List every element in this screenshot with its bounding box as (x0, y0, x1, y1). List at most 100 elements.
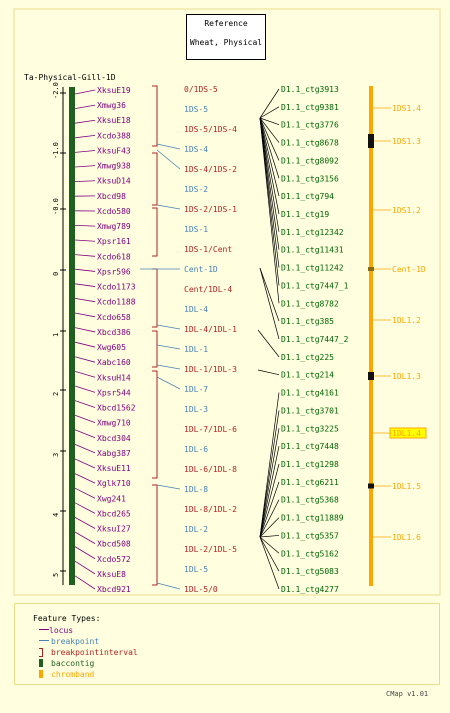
breakpoint-label[interactable]: Cent-1D (184, 265, 218, 274)
contig-label[interactable]: D1.1_ctg11431 (281, 246, 344, 255)
locus-label[interactable]: Xpsr544 (97, 388, 131, 397)
locus-label[interactable]: Xbcd1562 (97, 404, 136, 413)
contig-label[interactable]: D1.1_ctg3913 (281, 85, 339, 94)
locus-label[interactable]: Xpsr596 (97, 267, 131, 276)
contig-label[interactable]: D1.1_ctg8782 (281, 299, 339, 308)
locus-label[interactable]: XksuH14 (97, 373, 131, 382)
breakpoint-label[interactable]: 1DS-2 (184, 185, 208, 194)
locus-label[interactable]: XksuE11 (97, 464, 131, 473)
locus-label[interactable]: Xcdo1173 (97, 283, 136, 292)
contig-label[interactable]: D1.1_ctg3701 (281, 406, 339, 415)
contig-label[interactable]: D1.1_ctg7447_1 (281, 281, 349, 290)
locus-label[interactable]: Xcdo658 (97, 313, 131, 322)
physical-map-bar[interactable] (69, 87, 75, 585)
chromband-label[interactable]: 1DL1.4 (392, 429, 421, 438)
breakpoint-label[interactable]: 1DL-8 (184, 485, 208, 494)
locus-label[interactable]: Xcdo618 (97, 252, 131, 261)
breakpoint-label[interactable]: 0/1DS-5 (184, 85, 218, 94)
breakpoint-label[interactable]: 1DS-1/Cent (184, 245, 232, 254)
locus-label[interactable]: XksuE8 (97, 570, 126, 579)
breakpoint-label[interactable]: 1DS-4 (184, 145, 208, 154)
contig-label[interactable]: D1.1_ctg385 (281, 317, 334, 326)
contig-label[interactable]: D1.1_ctg9381 (281, 103, 339, 112)
locus-label[interactable]: XksuF43 (97, 146, 131, 155)
contig-label[interactable]: D1.1_ctg5162 (281, 549, 339, 558)
breakpoint-label[interactable]: 1DL-4 (184, 305, 208, 314)
locus-label[interactable]: Xcdo1188 (97, 298, 136, 307)
locus-label[interactable]: Xcdo572 (97, 555, 131, 564)
contig-label[interactable]: D1.1_ctg225 (281, 353, 334, 362)
locus-label[interactable]: XksuE18 (97, 116, 131, 125)
breakpoint-label[interactable]: 1DS-1 (184, 225, 208, 234)
contig-label[interactable]: D1.1_ctg3225 (281, 424, 339, 433)
contig-label[interactable]: D1.1_ctg5083 (281, 567, 339, 576)
chromband-label[interactable]: 1DL1.3 (392, 372, 421, 381)
contig-label[interactable]: D1.1_ctg214 (281, 371, 334, 380)
chromband-label[interactable]: 1DS1.3 (392, 137, 421, 146)
contig-label[interactable]: D1.1_ctg4161 (281, 389, 339, 398)
breakpoint-label[interactable]: 1DL-7/1DL-6 (184, 425, 237, 434)
locus-label[interactable]: Xbcd508 (97, 540, 131, 549)
breakpoint-label[interactable]: 1DL-2 (184, 525, 208, 534)
breakpoint-label[interactable]: 1DS-2/1DS-1 (184, 205, 237, 214)
locus-label[interactable]: Xmwg789 (97, 222, 131, 231)
contig-label[interactable]: D1.1_ctg5368 (281, 496, 339, 505)
contig-label[interactable]: D1.1_ctg7448 (281, 442, 339, 451)
breakpoint-label[interactable]: 1DL-4/1DL-1 (184, 325, 237, 334)
chromband-label[interactable]: 1DS1.2 (392, 206, 421, 215)
contig-label[interactable]: D1.1_ctg3156 (281, 174, 339, 183)
contig-label[interactable]: D1.1_ctg8092 (281, 156, 339, 165)
locus-label[interactable]: XksuI27 (97, 525, 131, 534)
locus-label[interactable]: Xwg605 (97, 343, 126, 352)
contig-label[interactable]: D1.1_ctg3776 (281, 121, 339, 130)
locus-label[interactable]: Xglk710 (97, 479, 131, 488)
locus-label[interactable]: Xbcd304 (97, 434, 131, 443)
locus-label[interactable]: XksuE19 (97, 86, 131, 95)
contig-label[interactable]: D1.1_ctg1298 (281, 460, 339, 469)
contig-label[interactable]: D1.1_ctg12342 (281, 228, 344, 237)
breakpoint-label[interactable]: 1DL-6/1DL-8 (184, 465, 237, 474)
locus-label[interactable]: Xmwg710 (97, 419, 131, 428)
locus-label[interactable]: Xmwg938 (97, 162, 131, 171)
contig-label[interactable]: D1.1_ctg6211 (281, 478, 339, 487)
breakpoint-label[interactable]: 1DL-6 (184, 445, 208, 454)
locus-label[interactable]: Xbcd98 (97, 192, 126, 201)
locus-label[interactable]: Xmwg36 (97, 101, 126, 110)
chromband-label[interactable]: 1DL1.2 (392, 316, 421, 325)
breakpoint-label[interactable]: 1DL-7 (184, 385, 208, 394)
contig-label[interactable]: D1.1_ctg11242 (281, 264, 344, 273)
breakpoint-label[interactable]: 1DS-5 (184, 105, 208, 114)
breakpoint-label[interactable]: 1DL-1/1DL-3 (184, 365, 237, 374)
breakpoint-label[interactable]: 1DL-1 (184, 345, 208, 354)
locus-label[interactable]: Xwg241 (97, 494, 126, 503)
locus-label[interactable]: Xcdo388 (97, 131, 131, 140)
contig-label[interactable]: D1.1_ctg5357 (281, 531, 339, 540)
locus-label[interactable]: Xbcd265 (97, 509, 131, 518)
locus-label[interactable]: Xcdo580 (97, 207, 131, 216)
breakpoint-label[interactable]: 1DL-5/0 (184, 585, 218, 594)
locus-label[interactable]: Xbcd921 (97, 585, 131, 594)
contig-label[interactable]: D1.1_ctg19 (281, 210, 329, 219)
chromband-label[interactable]: 1DL1.5 (392, 482, 421, 491)
breakpoint-label[interactable]: 1DL-2/1DL-5 (184, 545, 237, 554)
contig-label[interactable]: D1.1_ctg11889 (281, 514, 344, 523)
locus-label[interactable]: Xbcd386 (97, 328, 131, 337)
reference-map-name[interactable]: Wheat, Physical (187, 37, 265, 49)
chromband-label[interactable]: Cent-1D (392, 265, 426, 274)
breakpoint-label[interactable]: Cent/1DL-4 (184, 285, 232, 294)
contig-label[interactable]: D1.1_ctg7447_2 (281, 335, 349, 344)
contig-label[interactable]: D1.1_ctg8678 (281, 139, 339, 148)
locus-label[interactable]: Xabc160 (97, 358, 131, 367)
breakpoint-label[interactable]: 1DS-4/1DS-2 (184, 165, 237, 174)
chromband-label[interactable]: 1DS1.4 (392, 104, 421, 113)
map-title[interactable]: Ta-Physical-Gill-1D (24, 73, 116, 82)
breakpoint-label[interactable]: 1DS-5/1DS-4 (184, 125, 237, 134)
breakpoint-label[interactable]: 1DL-3 (184, 405, 208, 414)
breakpoint-label[interactable]: 1DL-8/1DL-2 (184, 505, 237, 514)
chromband-label[interactable]: 1DL1.6 (392, 533, 421, 542)
chromband-bar[interactable] (369, 86, 373, 586)
locus-label[interactable]: Xpsr161 (97, 237, 131, 246)
contig-label[interactable]: D1.1_ctg4277 (281, 585, 339, 594)
locus-label[interactable]: XksuD14 (97, 177, 131, 186)
breakpoint-label[interactable]: 1DL-5 (184, 565, 208, 574)
